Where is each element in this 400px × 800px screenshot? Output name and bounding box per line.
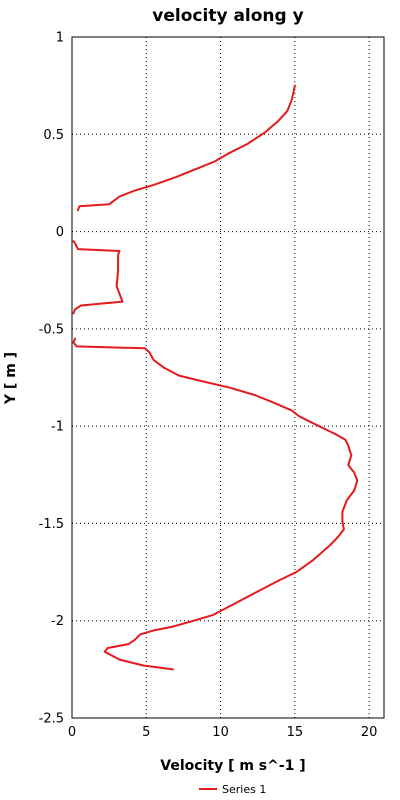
y-tick-label: -0.5 [39,322,64,337]
legend-label-series-1: Series 1 [222,783,266,796]
x-tick-label: 20 [361,725,378,740]
x-tick-label: 10 [212,725,229,740]
series-line-segment [72,240,124,315]
y-tick-label: -1 [51,420,64,435]
x-axis-label: Velocity [ m s^-1 ] [160,758,305,774]
series-line-segment [76,84,296,212]
gridlines [71,36,384,719]
x-tick-label: 0 [68,725,76,740]
x-tick-label: 5 [142,725,150,740]
series-layer [72,84,359,671]
tick-labels: 0 5 10 15 20 1 0.5 0 -0.5 -1 -1.5 -2 -2.5 [39,31,378,741]
legend: Series 1 [199,783,266,796]
y-tick-label: 1 [56,31,64,46]
x-tick-label: 15 [287,725,304,740]
y-tick-label: -2 [51,614,64,629]
y-tick-label: 0.5 [43,128,64,143]
y-tick-label: 0 [56,225,64,240]
y-tick-label: -1.5 [39,517,64,532]
y-axis-label: Y [ m ] [3,352,19,405]
plot-frame [71,36,385,719]
y-tick-label: -2.5 [39,712,64,727]
chart-title: velocity along y [152,6,303,26]
series-line-segment [72,337,359,671]
